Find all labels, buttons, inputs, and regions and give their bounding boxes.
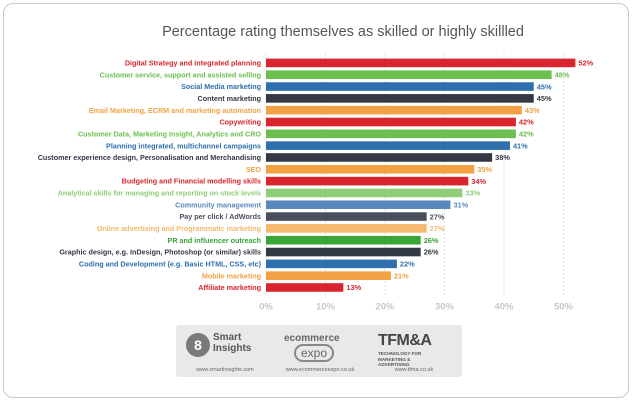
category-label: Customer service, support and assisted s… (100, 70, 261, 79)
x-tick-label: 40% (494, 301, 514, 312)
bar (266, 259, 397, 269)
data-label: 43% (525, 106, 540, 115)
bar (266, 164, 475, 174)
category-labels: 52% Digital Strategy and integrated plann… (38, 59, 594, 293)
data-label: 34% (471, 177, 486, 186)
bar (266, 283, 344, 292)
bar (266, 94, 534, 103)
data-label: 26% (424, 236, 439, 245)
category-label: Budgeting and Financial modelling skills (122, 177, 261, 186)
category-label: Email Marketing, ECRM and marketing auto… (89, 106, 261, 115)
smart-insights-line1: Smart (213, 332, 242, 343)
smart-insights-url: www.smartinsights.com (196, 367, 254, 373)
category-label: SEO (246, 165, 262, 174)
data-label: 45% (537, 94, 552, 103)
category-label: Community management (175, 200, 261, 209)
data-label: 42% (519, 118, 534, 127)
data-label: 21% (394, 271, 409, 280)
category-label: Customer experience design, Personalisat… (38, 153, 261, 162)
bar (266, 188, 463, 198)
tfma-line2: TECHNOLOGY FOR MARKETING & ADVERTISING (378, 351, 422, 367)
category-label: Affiliate marketing (198, 283, 261, 292)
data-label: 22% (400, 260, 415, 269)
data-label: 13% (346, 283, 361, 292)
category-label: Planning integrated, multichannel campai… (106, 141, 261, 150)
data-label: 48% (555, 70, 570, 79)
bar (266, 176, 469, 186)
bar (266, 153, 493, 162)
category-label: Customer Data, Marketing Insight, Analyt… (78, 129, 261, 138)
data-label: 35% (477, 165, 492, 174)
data-label: 52% (578, 59, 593, 68)
category-label: Digital Strategy and integrated planning (125, 59, 261, 68)
data-label: 33% (465, 189, 480, 198)
bar (266, 235, 421, 245)
bar (266, 212, 427, 221)
smart-insights-logo: 8 Smart Insights www.smartinsights.com (180, 329, 270, 375)
ecommerce-expo-line1: ecommerce (284, 333, 340, 344)
bar (266, 129, 516, 139)
category-label: Copywriting (219, 118, 261, 127)
category-label: Content marketing (198, 94, 262, 103)
category-label: Pay per click / AdWords (180, 212, 262, 221)
ecommerce-expo-line2: expo (294, 344, 335, 362)
sponsor-logos: 8 Smart Insights www.smartinsights.com e… (176, 325, 462, 377)
data-label: 26% (424, 248, 439, 257)
data-label: 27% (430, 224, 445, 233)
category-label: Analytical skills for managing and repor… (58, 189, 261, 198)
x-tick-label: 30% (435, 301, 455, 312)
category-label: Graphic design, e.g. InDesign, Photoshop… (59, 248, 261, 257)
ecommerce-expo-logo: ecommerce expo www.ecommerceexpo.co.uk (274, 329, 366, 375)
data-label: 27% (430, 212, 445, 221)
category-label: Coding and Development (e.g. Basic HTML,… (79, 259, 262, 268)
ecommerce-expo-url: www.ecommerceexpo.co.uk (285, 367, 355, 373)
category-label: Social Media marketing (181, 82, 261, 91)
bar (266, 82, 534, 91)
bar (266, 70, 552, 80)
tfma-logo: TFM&A TECHNOLOGY FOR MARKETING & ADVERTI… (370, 329, 458, 375)
smart-insights-line2: Insights (213, 343, 252, 354)
x-axis-ticks: 0% 10% 20% 30% 40% 50% (259, 301, 573, 312)
category-label: PR and influencer outreach (168, 236, 261, 245)
x-tick-label: 0% (259, 301, 273, 312)
tfma-line1: TFM&A (378, 332, 432, 349)
smart-insights-icon: 8 (186, 333, 210, 357)
category-label: Online advertising and Programmatic mark… (97, 224, 261, 233)
chart-title: Percentage rating themselves as skilled … (162, 24, 524, 40)
category-label: Mobile marketing (202, 271, 261, 280)
x-tick-label: 50% (554, 301, 574, 312)
data-label: 31% (453, 200, 468, 209)
x-tick-label: 10% (316, 301, 336, 312)
x-tick-label: 20% (375, 301, 395, 312)
data-label: 41% (513, 141, 528, 150)
bar (266, 117, 516, 127)
data-label: 45% (537, 82, 552, 91)
bar (266, 224, 427, 233)
bar (266, 200, 451, 210)
tfma-url: www.tfma.co.uk (394, 367, 434, 373)
bar (266, 141, 510, 150)
data-label: 42% (519, 130, 534, 139)
bar (266, 105, 522, 115)
bar (266, 271, 391, 280)
data-label: 38% (495, 153, 510, 162)
bar (266, 247, 421, 257)
bar (266, 58, 576, 68)
bars (266, 58, 576, 292)
